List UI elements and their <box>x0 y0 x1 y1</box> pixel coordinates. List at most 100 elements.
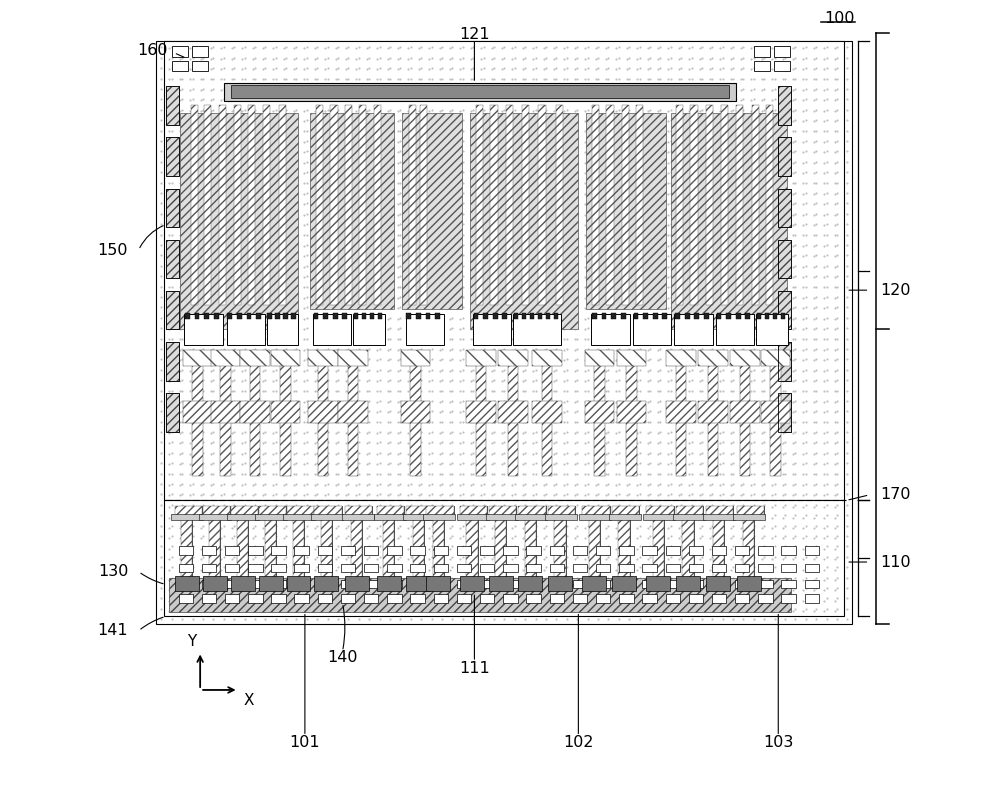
Text: 101: 101 <box>290 735 320 751</box>
Bar <box>548 577 572 591</box>
Bar <box>778 393 791 432</box>
Bar <box>582 506 610 519</box>
Bar <box>515 514 547 521</box>
Bar <box>671 113 787 328</box>
Bar <box>202 594 216 603</box>
Bar <box>460 577 484 591</box>
Bar <box>321 516 332 578</box>
Bar <box>493 313 498 319</box>
Bar <box>666 580 680 589</box>
Bar <box>202 564 216 573</box>
Bar <box>426 506 454 519</box>
Bar <box>338 350 368 366</box>
Bar <box>781 546 796 555</box>
Bar <box>676 105 683 304</box>
Bar <box>743 516 754 578</box>
Bar <box>526 564 541 573</box>
Bar <box>530 313 534 319</box>
Bar <box>618 516 630 578</box>
Bar <box>609 514 641 521</box>
Bar <box>480 594 494 603</box>
Bar <box>589 516 600 578</box>
Bar <box>514 313 518 319</box>
Bar <box>542 352 552 477</box>
Bar <box>642 546 657 555</box>
Bar <box>406 314 444 344</box>
Bar <box>548 506 575 519</box>
Bar <box>773 313 777 319</box>
Bar <box>596 564 610 573</box>
Bar <box>364 564 378 573</box>
Bar <box>712 580 726 589</box>
Bar <box>209 516 220 578</box>
Bar <box>704 313 709 319</box>
Bar <box>805 564 819 573</box>
Bar <box>712 546 726 555</box>
Bar <box>280 352 291 477</box>
Bar <box>666 594 680 603</box>
Bar <box>169 578 791 612</box>
Bar <box>805 594 819 603</box>
Bar <box>377 577 401 591</box>
Bar <box>166 188 179 227</box>
Bar <box>318 564 332 573</box>
Bar <box>166 393 179 432</box>
Bar <box>166 138 179 175</box>
Bar <box>619 594 634 603</box>
Bar <box>573 594 587 603</box>
Bar <box>318 580 332 589</box>
Bar <box>267 314 298 344</box>
Bar <box>689 580 703 589</box>
Text: 103: 103 <box>763 735 793 751</box>
Bar <box>406 313 411 319</box>
Bar <box>220 352 231 477</box>
Bar <box>164 41 844 501</box>
Bar <box>713 516 724 578</box>
Bar <box>166 188 179 227</box>
Bar <box>314 577 338 591</box>
Bar <box>294 594 309 603</box>
Bar <box>265 516 276 578</box>
Bar <box>231 577 255 591</box>
Bar <box>646 506 674 519</box>
Bar <box>712 564 726 573</box>
Bar <box>311 514 343 521</box>
Bar <box>164 501 844 617</box>
Bar <box>413 516 424 578</box>
Bar <box>778 291 791 329</box>
Bar <box>323 313 328 319</box>
Bar <box>179 546 193 555</box>
Bar <box>518 577 542 591</box>
Bar <box>341 594 355 603</box>
Bar <box>183 400 212 423</box>
Bar <box>283 313 288 319</box>
Bar <box>353 314 385 344</box>
Bar <box>240 400 270 423</box>
Bar <box>503 594 518 603</box>
Bar <box>643 313 648 319</box>
Bar <box>387 580 402 589</box>
Bar <box>211 400 240 423</box>
Bar <box>643 514 675 521</box>
Bar <box>550 580 564 589</box>
Bar <box>248 580 263 589</box>
Bar <box>434 564 448 573</box>
Bar <box>192 46 208 57</box>
Bar <box>354 313 358 319</box>
Bar <box>195 313 199 319</box>
Bar <box>237 516 248 578</box>
Bar <box>689 546 703 555</box>
Bar <box>612 506 639 519</box>
Bar <box>342 313 347 319</box>
Bar <box>219 105 226 304</box>
Bar <box>735 594 749 603</box>
Bar <box>721 105 728 304</box>
Bar <box>592 105 599 304</box>
Text: X: X <box>244 693 254 708</box>
Bar <box>778 138 791 175</box>
Bar <box>778 393 791 432</box>
Bar <box>495 516 506 578</box>
Bar <box>736 105 743 304</box>
Bar <box>470 113 578 328</box>
Bar <box>333 313 338 319</box>
